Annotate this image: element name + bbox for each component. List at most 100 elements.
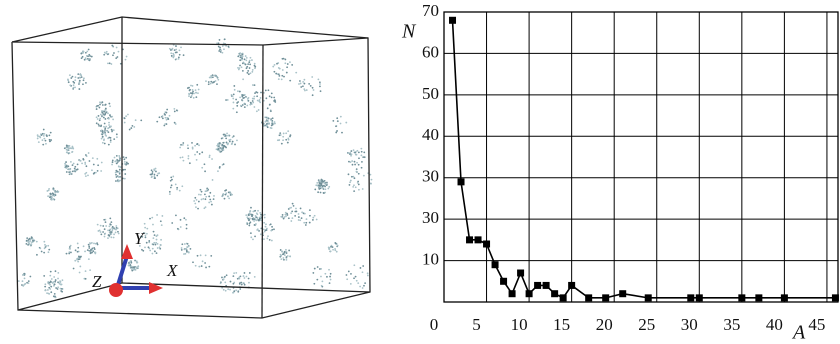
particle	[280, 249, 282, 251]
particle	[362, 188, 364, 190]
particle	[134, 260, 136, 262]
particle	[51, 199, 53, 201]
particle	[173, 108, 175, 110]
particle	[96, 158, 98, 160]
particle	[274, 99, 276, 101]
particle	[320, 276, 322, 278]
particle	[69, 147, 71, 149]
particle	[31, 241, 33, 243]
particle	[355, 276, 357, 278]
particle	[88, 245, 90, 247]
particle	[79, 258, 81, 260]
particle	[312, 87, 314, 89]
particle	[294, 215, 296, 217]
particle	[370, 183, 372, 185]
particle	[182, 156, 184, 158]
particle	[349, 184, 351, 186]
particle	[270, 110, 272, 112]
particle	[239, 91, 241, 93]
particle	[197, 143, 199, 145]
particle	[236, 105, 238, 107]
particle	[48, 189, 50, 191]
particle	[111, 116, 113, 118]
particle	[218, 50, 220, 52]
particle	[221, 277, 223, 279]
particle	[187, 243, 189, 245]
particle	[107, 237, 109, 239]
particle	[224, 276, 226, 278]
particle	[358, 184, 360, 186]
particle	[225, 138, 227, 140]
x-tick-label: 35	[723, 315, 740, 334]
particle	[205, 267, 207, 269]
particle	[361, 161, 363, 163]
particle	[87, 58, 89, 60]
particle	[105, 108, 107, 110]
particle	[77, 251, 79, 253]
particle	[237, 67, 239, 69]
particle	[244, 106, 246, 108]
particle	[102, 142, 104, 144]
box-edge	[18, 283, 122, 310]
particle	[241, 66, 243, 68]
particle	[253, 218, 255, 220]
particle	[53, 276, 55, 278]
particle	[104, 127, 106, 129]
particle	[340, 116, 342, 118]
particle	[228, 191, 230, 193]
particle	[284, 254, 286, 256]
particle	[285, 139, 287, 141]
particle	[132, 266, 134, 268]
particle	[101, 162, 103, 164]
particle	[248, 100, 250, 102]
particle	[88, 247, 90, 249]
particle	[98, 123, 100, 125]
particle	[115, 170, 117, 172]
x-tick-label: 25	[638, 315, 655, 334]
data-point	[526, 290, 533, 297]
particle	[152, 237, 154, 239]
particle	[251, 71, 253, 73]
y-tick-label: 50	[422, 84, 439, 103]
particle	[332, 249, 334, 251]
particle	[360, 267, 362, 269]
particle	[364, 282, 366, 284]
particle	[302, 85, 304, 87]
particle	[244, 58, 246, 60]
particle	[23, 284, 25, 286]
particle	[180, 144, 182, 146]
particle	[194, 197, 196, 199]
particle	[224, 38, 226, 40]
particle	[114, 157, 116, 159]
particle	[146, 228, 148, 230]
x-tick-label: 0	[430, 315, 439, 334]
particle	[324, 273, 326, 275]
particle	[78, 88, 80, 90]
particle	[267, 107, 269, 109]
particle	[104, 233, 106, 235]
gizmo-arrow	[121, 244, 133, 259]
particle	[223, 194, 225, 196]
particle	[70, 245, 72, 247]
particle	[236, 102, 238, 104]
particle	[317, 191, 319, 193]
particle	[115, 57, 117, 59]
particle	[164, 123, 166, 125]
particle	[70, 252, 72, 254]
particle	[227, 196, 229, 198]
particle	[157, 243, 159, 245]
particle	[157, 247, 159, 249]
particle	[216, 145, 218, 147]
particle	[303, 88, 305, 90]
particle	[22, 280, 24, 282]
particle	[192, 85, 194, 87]
particle	[275, 73, 277, 75]
particle	[259, 99, 261, 101]
particle	[153, 175, 155, 177]
particle	[244, 94, 246, 96]
particle	[278, 139, 280, 141]
particle	[340, 123, 342, 125]
particle	[27, 244, 29, 246]
particle	[161, 215, 163, 217]
particle	[319, 268, 321, 270]
